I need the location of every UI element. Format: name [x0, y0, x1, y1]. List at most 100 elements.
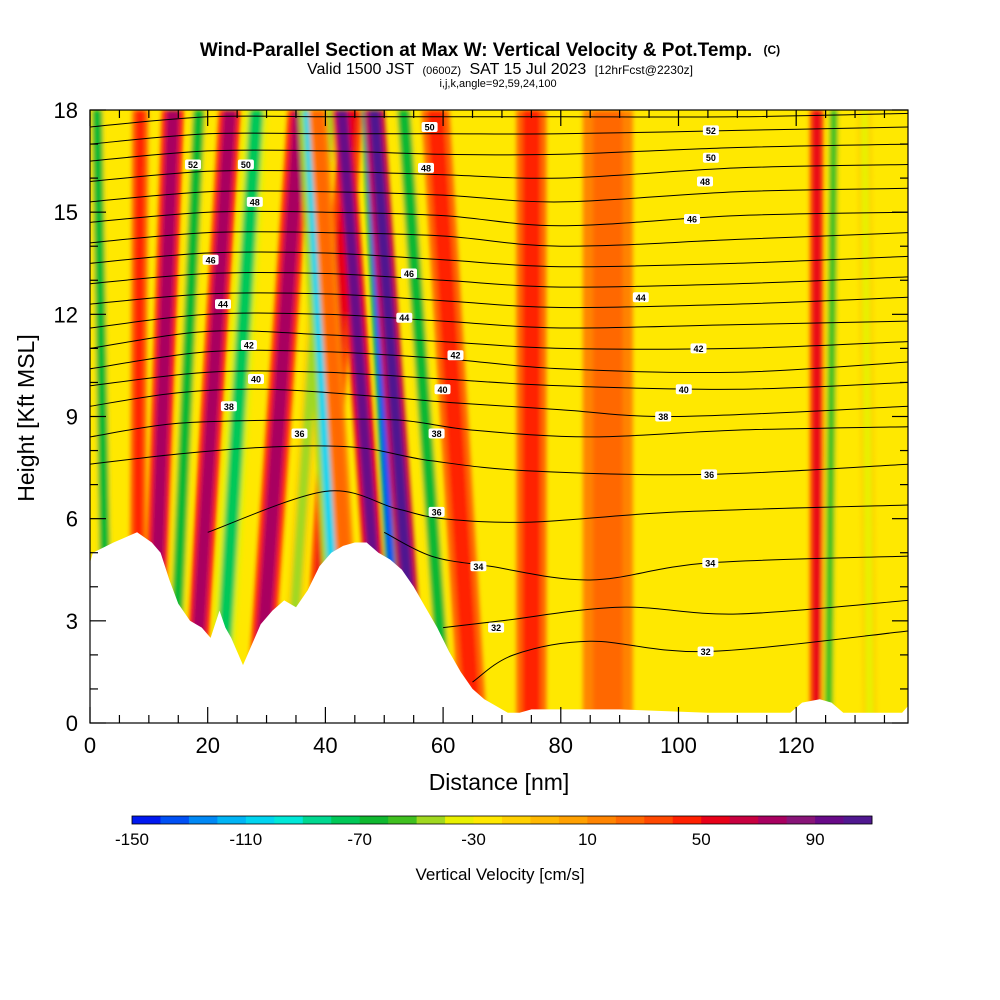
- colorbar-swatch: [359, 816, 389, 824]
- colorbar-swatch: [302, 816, 332, 824]
- contour-label: 46: [401, 268, 417, 279]
- velocity-band: [427, 110, 481, 723]
- subtitle-valid: Valid 1500 JST: [307, 61, 415, 78]
- y-tick-label: 15: [54, 200, 78, 225]
- colorbar-swatch: [644, 816, 674, 824]
- contour-label: 40: [248, 374, 264, 385]
- contour-label-text: 44: [636, 293, 646, 303]
- isentrope-50: [90, 143, 908, 162]
- isentrope-40: [90, 349, 908, 374]
- x-tick-label: 40: [313, 733, 337, 758]
- colorbar-swatch: [843, 816, 873, 824]
- colorbar-tick-label: 50: [692, 830, 711, 849]
- colorbar-tick-label: 10: [578, 830, 597, 849]
- x-tick-label: 0: [84, 733, 96, 758]
- contour-label-text: 44: [218, 300, 228, 310]
- colorbar-tick-label: -30: [461, 830, 486, 849]
- contour-label: 50: [421, 122, 438, 133]
- isentrope-49: [90, 164, 908, 182]
- colorbar-swatch: [416, 816, 446, 824]
- terrain-mask: [90, 532, 908, 723]
- subtitle-forecast: [12hrFcst@2230z]: [595, 63, 693, 77]
- colorbar-swatch: [445, 816, 474, 824]
- contour-label-text: 34: [705, 558, 715, 568]
- contour-label-text: 32: [701, 647, 711, 657]
- contour-label: 38: [428, 428, 445, 439]
- y-tick-label: 6: [66, 507, 78, 532]
- contour-label-text: 40: [251, 375, 261, 385]
- contour-label: 44: [632, 292, 649, 303]
- contour-label: 36: [701, 469, 718, 480]
- isentrope-38: [90, 388, 908, 418]
- colorbar-swatch: [188, 816, 218, 824]
- isentrope-47: [90, 210, 908, 227]
- colorbar-swatch: [729, 816, 759, 824]
- contour-label: 32: [697, 646, 714, 657]
- y-tick-label: 3: [66, 609, 78, 634]
- chart-indices: i,j,k,angle=92,59,24,100: [439, 78, 556, 90]
- contour-label: 42: [447, 350, 464, 361]
- isentrope-44: [90, 271, 908, 288]
- colorbar-swatch: [558, 816, 588, 824]
- contour-label: 40: [675, 384, 692, 395]
- colorbar-swatch: [217, 816, 247, 824]
- contour-label: 44: [396, 312, 413, 323]
- subtitle-utc: (0600Z): [422, 65, 461, 77]
- contour-label-text: 50: [241, 160, 251, 170]
- contour-label-text: 46: [404, 269, 414, 279]
- contour-label: 32: [488, 622, 505, 633]
- contour-label-text: 40: [679, 385, 689, 395]
- velocity-band: [212, 110, 264, 723]
- contour-label: 36: [291, 428, 308, 439]
- colorbar-swatch: [701, 816, 731, 824]
- contour-label-text: 32: [491, 623, 501, 633]
- y-tick-label: 12: [54, 302, 78, 327]
- isentrope-35: [207, 490, 908, 533]
- contour-label-text: 50: [706, 153, 716, 163]
- isentrope-43: [90, 292, 908, 309]
- contour-label-text: 52: [706, 126, 716, 136]
- velocity-band: [166, 110, 205, 723]
- isentrope-32: [472, 630, 908, 683]
- contour-label-text: 38: [658, 412, 668, 422]
- colorbar-tick-label: -150: [115, 830, 149, 849]
- y-tick-label: 9: [66, 405, 78, 430]
- contour-label: 48: [246, 196, 263, 207]
- contour-label: 48: [418, 162, 434, 173]
- contour-label: 44: [215, 299, 231, 310]
- contour-label-text: 44: [399, 313, 409, 323]
- contour-label-text: 48: [421, 163, 431, 173]
- contour-label-text: 42: [693, 344, 703, 354]
- velocity-band: [824, 110, 838, 723]
- chart-title-mark: (C): [764, 43, 781, 57]
- contour-label: 52: [185, 159, 201, 170]
- colorbar-tick-label: -110: [229, 830, 262, 849]
- colorbar-swatch: [587, 816, 617, 824]
- colorbar-label: Vertical Velocity [cm/s]: [415, 865, 584, 884]
- plot-area: [90, 110, 908, 723]
- colorbar-swatch: [274, 816, 304, 824]
- velocity-band: [397, 110, 453, 723]
- isentrope-37: [90, 418, 908, 438]
- contour-label: 40: [434, 384, 451, 395]
- x-tick-label: 120: [778, 733, 815, 758]
- velocity-band: [593, 110, 623, 723]
- contour-labels: 52 50 48 46 44 42 40 38 36 50 48 46 44 42 40 38 36 34 32 52…: [185, 122, 719, 657]
- colorbar-frame: [131, 815, 873, 825]
- isentrope-51: [90, 126, 908, 145]
- contour-label: 50: [702, 152, 719, 163]
- y-tick-label: 0: [66, 711, 78, 736]
- contour-label-text: 48: [250, 197, 260, 207]
- contour-label: 46: [202, 254, 219, 265]
- colorbar-swatch: [331, 816, 361, 824]
- isentrope-41: [90, 330, 908, 350]
- velocity-band: [522, 110, 541, 723]
- colorbar-swatch: [672, 816, 702, 824]
- contour-label-text: 40: [437, 385, 447, 395]
- contour-label-text: 38: [432, 429, 442, 439]
- velocity-band: [860, 110, 874, 723]
- isentrope-34: [383, 531, 908, 581]
- isentrope-lines: [90, 112, 908, 683]
